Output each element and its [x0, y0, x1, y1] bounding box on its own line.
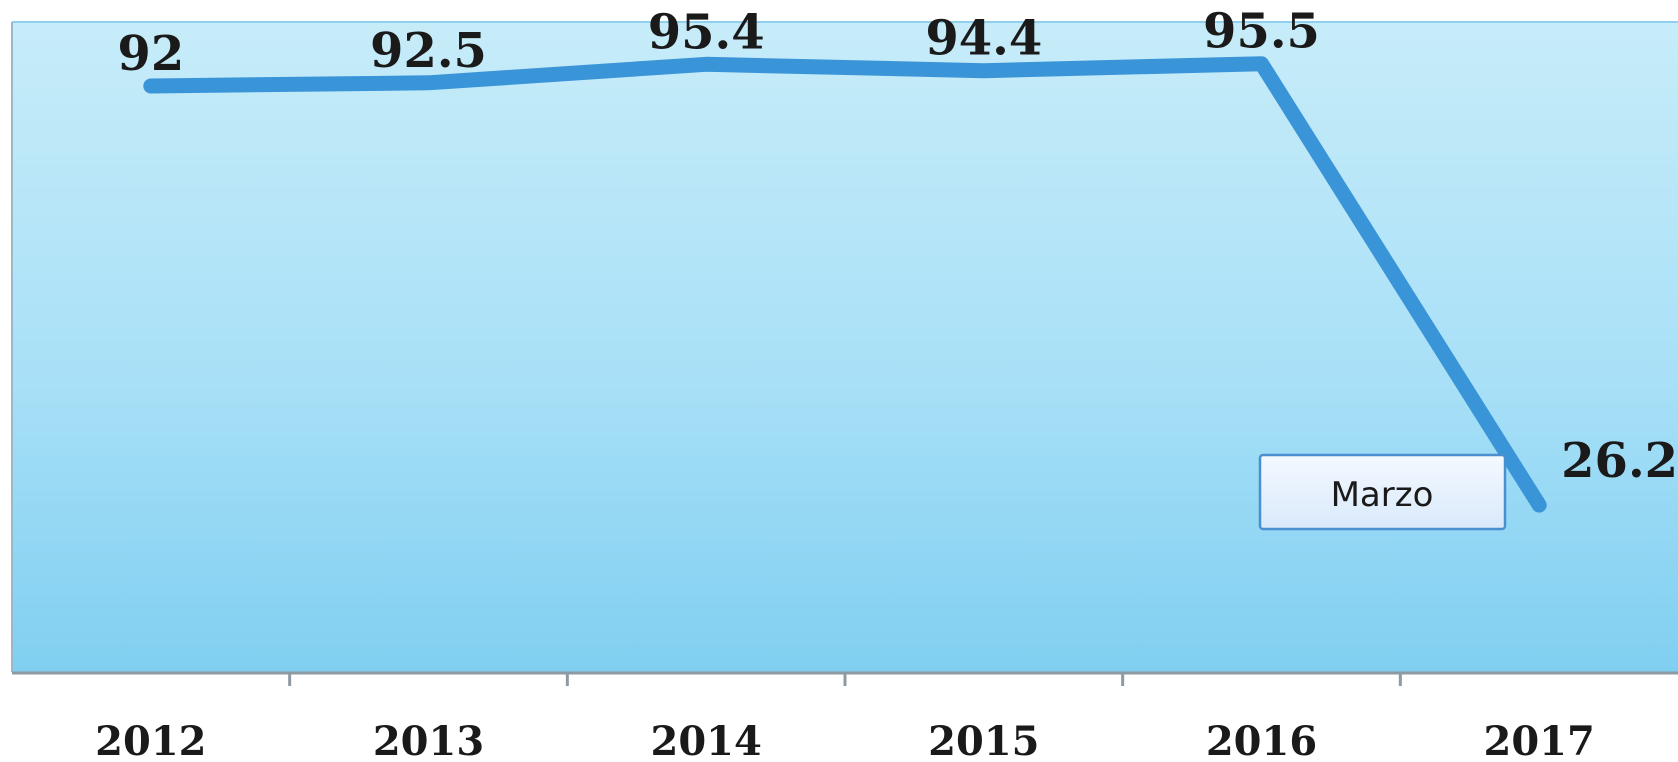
plot-area: [12, 22, 1678, 672]
x-tick-label-2012: 2012: [95, 718, 206, 762]
x-tick-label-2017: 2017: [1484, 718, 1595, 762]
annotation-callout: Marzo: [1260, 455, 1505, 529]
data-label-2013: 92.5: [370, 23, 487, 79]
x-tick-label-2015: 2015: [928, 718, 1039, 762]
data-label-2012: 92: [117, 26, 184, 82]
data-label-2014: 95.4: [648, 4, 765, 60]
x-tick-label-2014: 2014: [651, 718, 762, 762]
x-tick-label-2016: 2016: [1206, 718, 1317, 762]
annotation-text: Marzo: [1331, 475, 1434, 515]
data-label-2015: 94.4: [925, 11, 1042, 67]
data-label-2016: 95.5: [1203, 4, 1320, 60]
x-axis-tick-labels: 2012 2013 2014 2015 2016 2017: [95, 718, 1595, 762]
data-label-2017: 26.2: [1561, 433, 1678, 489]
x-tick-label-2013: 2013: [373, 718, 484, 762]
x-axis-ticks: [290, 673, 1401, 686]
